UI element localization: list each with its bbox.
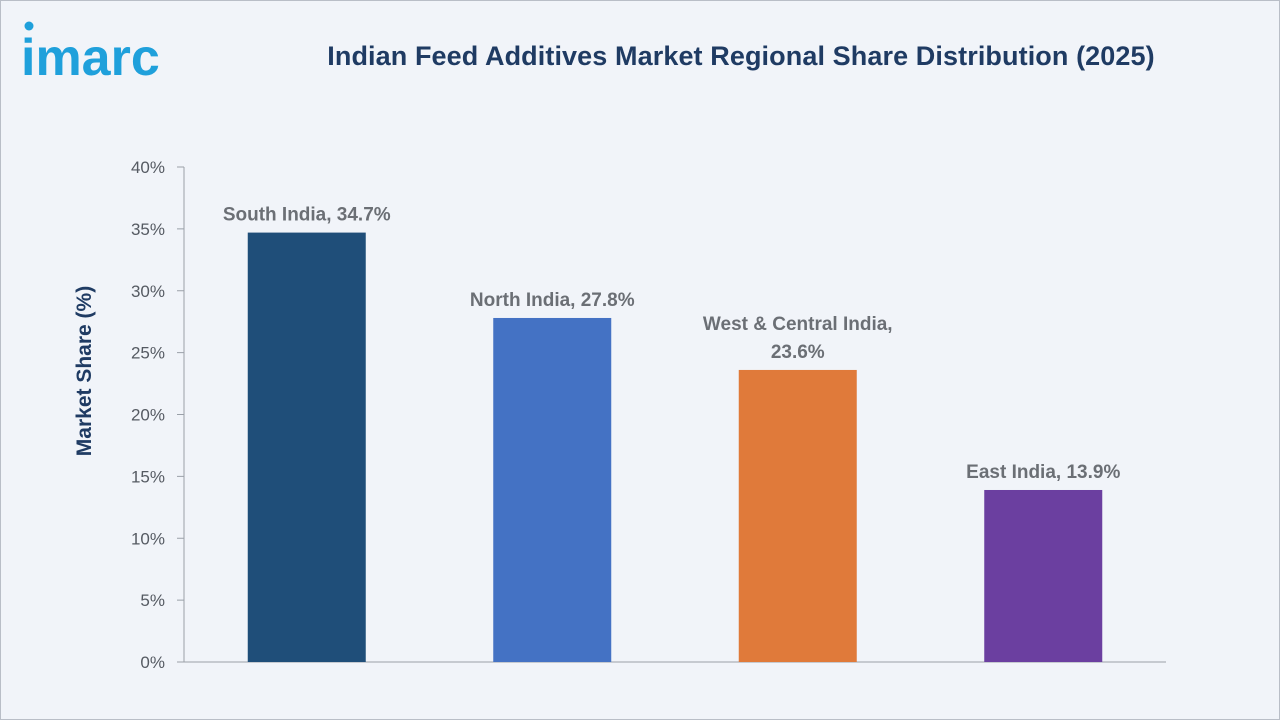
y-tick-label: 10%: [131, 529, 165, 548]
bar-west-central-india: [738, 369, 857, 662]
bar-east-india: [984, 489, 1103, 662]
y-tick-label: 5%: [140, 591, 165, 610]
chart-title: Indian Feed Additives Market Regional Sh…: [327, 41, 1155, 71]
y-tick-label: 40%: [131, 158, 165, 177]
data-label: East India, 13.9%: [966, 462, 1120, 483]
y-tick-label: 20%: [131, 406, 165, 425]
y-tick-label: 15%: [131, 467, 165, 486]
bar-south-india: [247, 232, 366, 662]
imarc-logo: imarc: [21, 21, 160, 83]
data-label: North India, 27.8%: [470, 290, 635, 311]
data-label: South India, 34.7%: [223, 205, 391, 226]
logo-text: imarc: [21, 29, 160, 83]
y-tick-label: 25%: [131, 344, 165, 363]
y-tick-label: 0%: [140, 653, 165, 672]
data-label: 23.6%: [771, 342, 825, 363]
data-label: West & Central India,: [703, 314, 893, 335]
bar-north-india: [493, 317, 612, 662]
y-tick-label: 35%: [131, 220, 165, 239]
y-tick-label: 30%: [131, 282, 165, 301]
